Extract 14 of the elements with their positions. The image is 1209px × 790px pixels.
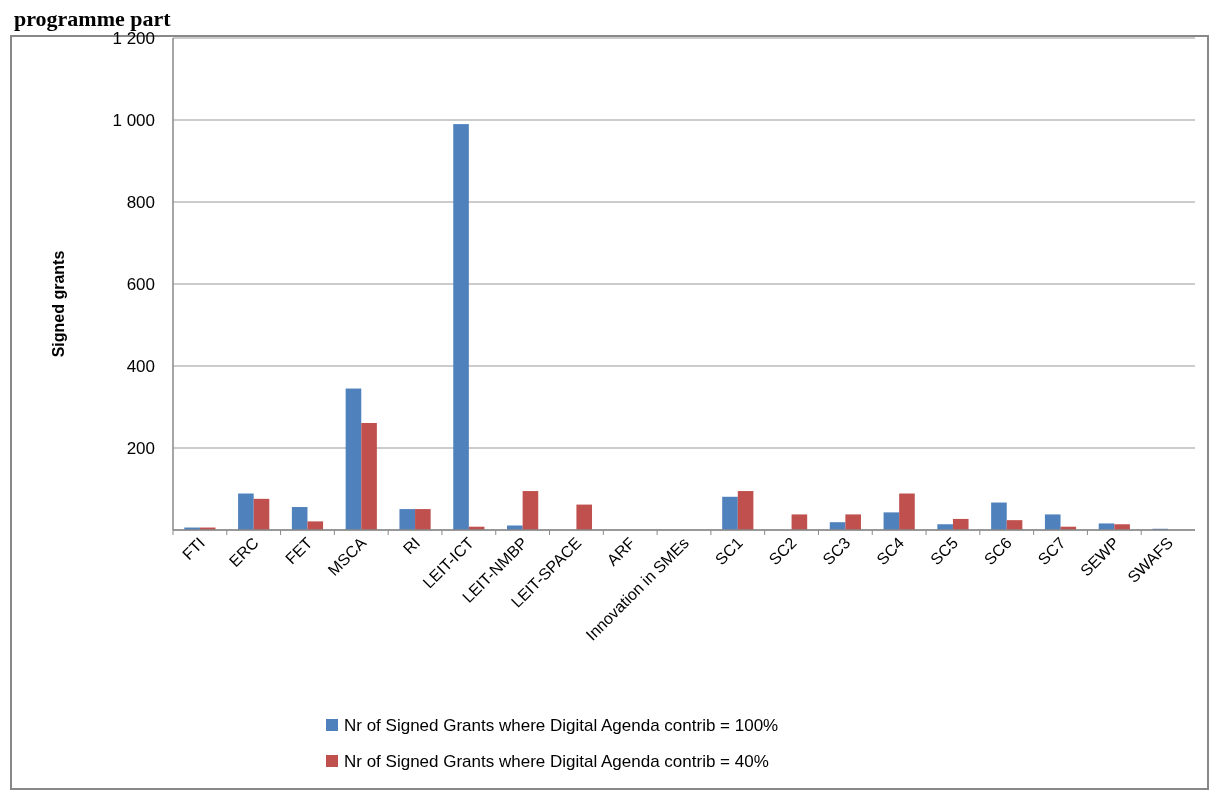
y-tick-label: 1 000: [112, 110, 155, 130]
x-tick-label: SC2: [765, 534, 800, 569]
x-tick-label: FTI: [179, 534, 209, 564]
x-tick-label: SC3: [819, 534, 854, 569]
legend-label: Nr of Signed Grants where Digital Agenda contrib = 100%: [344, 715, 779, 735]
legend-label: Nr of Signed Grants where Digital Agenda contrib = 40%: [344, 751, 769, 771]
y-tick-label: 600: [126, 274, 155, 294]
y-axis-title: Signed grants: [50, 250, 67, 358]
x-tick-label: SC1: [711, 534, 746, 569]
x-tick-label: RI: [399, 534, 424, 558]
y-tick-label: 200: [126, 438, 155, 458]
x-tick-label: SC6: [980, 534, 1015, 569]
y-tick-label: 800: [126, 192, 155, 212]
y-tick-label: 400: [126, 356, 155, 376]
